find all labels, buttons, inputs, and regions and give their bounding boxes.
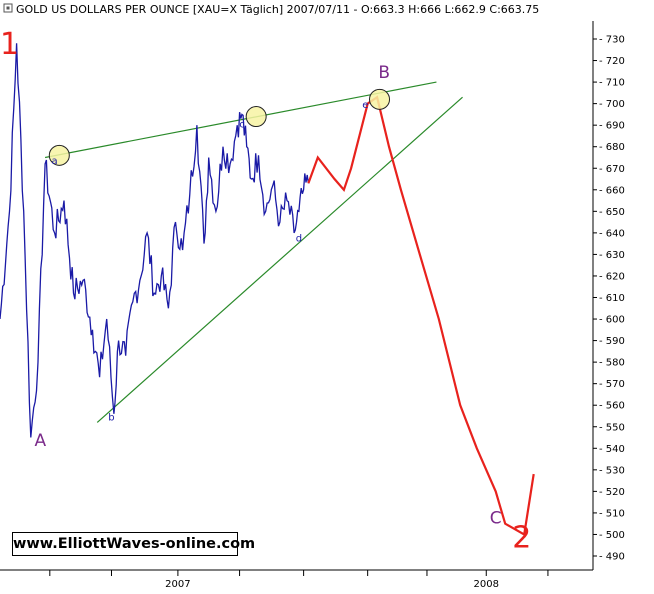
price-line <box>0 43 310 438</box>
y-tick-label: - 630 <box>599 250 625 261</box>
pivot-markers <box>48 88 391 166</box>
wave-label: 1 <box>0 27 19 62</box>
projection-line <box>307 95 535 537</box>
x-tick-label: 2008 <box>474 579 499 590</box>
y-tick-label: - 530 <box>599 465 625 476</box>
y-tick-label: - 640 <box>599 228 625 239</box>
plot-area <box>0 21 593 570</box>
watermark-url: www.ElliottWaves-online.com <box>12 532 255 556</box>
point-labels: a b c d e <box>51 100 368 423</box>
wave-label: 2 <box>512 520 531 555</box>
y-tick-label: - 700 <box>599 99 625 110</box>
y-tick-label: - 730 <box>599 35 625 46</box>
y-tick-label: - 670 <box>599 164 625 175</box>
y-tick-label: - 520 <box>599 487 625 498</box>
y-tick-label: - 720 <box>599 56 625 67</box>
y-tick-label: - 540 <box>599 444 625 455</box>
point-label: d <box>296 233 302 244</box>
point-label: b <box>108 412 114 423</box>
trendline-lower <box>96 96 463 423</box>
y-axis: - 490 - 500 - 510 - 520 - 530 - 540 - 550 - 560… <box>593 35 625 563</box>
y-tick-label: - 690 <box>599 121 625 132</box>
y-tick-label: - 590 <box>599 336 625 347</box>
y-tick-label: - 510 <box>599 508 625 519</box>
wave-labels: 1 A B C2 <box>0 27 531 555</box>
x-axis: 2007 2008 <box>49 570 549 590</box>
y-tick-label: - 680 <box>599 142 625 153</box>
y-tick-label: - 650 <box>599 207 625 218</box>
pivot-marker <box>369 88 391 110</box>
pivot-marker <box>48 144 70 166</box>
y-tick-label: - 660 <box>599 185 625 196</box>
x-tick-label: 2007 <box>165 579 190 590</box>
projection-path <box>307 95 535 537</box>
y-tick-label: - 490 <box>599 552 625 563</box>
wave-label: A <box>35 431 47 451</box>
y-tick-label: - 620 <box>599 271 625 282</box>
chart-title-group: GOLD US DOLLARS PER OUNCE [XAU=X Täglich… <box>3 3 539 16</box>
y-tick-label: - 710 <box>599 78 625 89</box>
wave-label: C <box>490 509 502 529</box>
y-tick-label: - 560 <box>599 401 625 412</box>
point-label: a <box>51 156 57 167</box>
y-tick-label: - 570 <box>599 379 625 390</box>
y-tick-label: - 500 <box>599 530 625 541</box>
y-tick-label: - 600 <box>599 315 625 326</box>
y-tick-label: - 610 <box>599 293 625 304</box>
chart-title: GOLD US DOLLARS PER OUNCE [XAU=X Täglich… <box>16 3 539 16</box>
point-label: c <box>239 119 245 130</box>
point-label: e <box>362 100 368 111</box>
y-tick-label: - 550 <box>599 422 625 433</box>
bullet-square-icon-inner <box>6 6 10 10</box>
y-tick-label: - 580 <box>599 358 625 369</box>
pivot-marker <box>245 106 267 128</box>
price-series <box>0 43 310 438</box>
wave-label: B <box>378 63 390 83</box>
plot-frame <box>0 21 594 571</box>
